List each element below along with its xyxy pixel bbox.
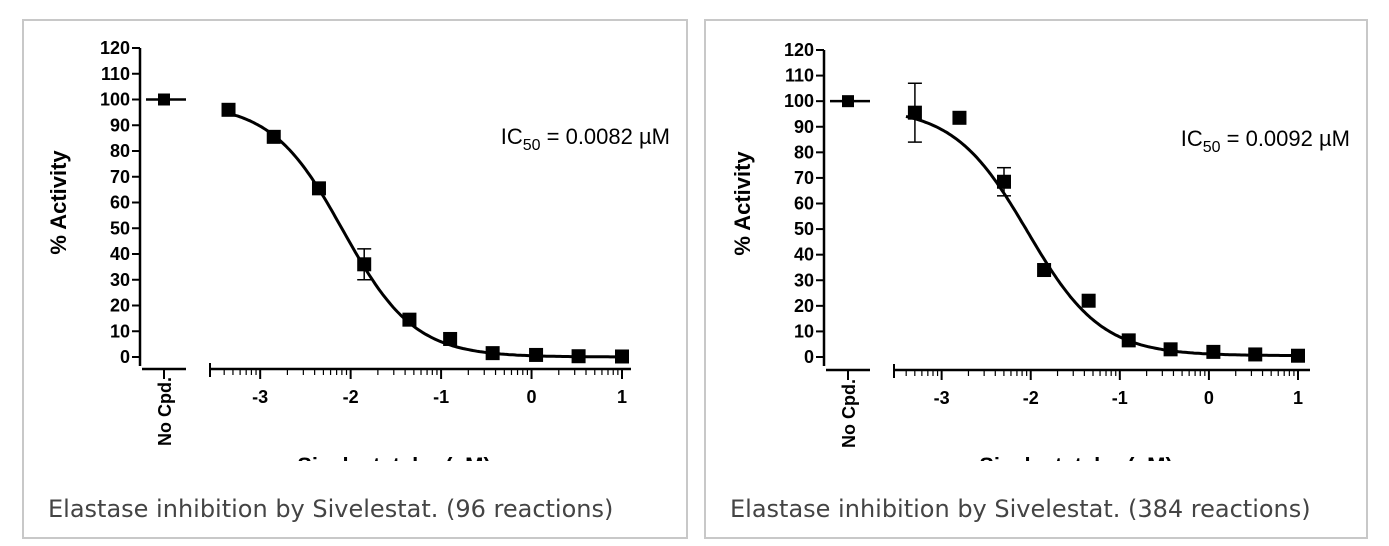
data-point xyxy=(1121,333,1136,348)
x-tick-label: -1 xyxy=(433,387,449,407)
data-point xyxy=(1291,348,1305,363)
chart-caption: Elastase inhibition by Sivelestat. (96 r… xyxy=(48,495,614,523)
y-tick-label: 70 xyxy=(794,168,814,188)
x-tick-label: 1 xyxy=(1293,388,1303,408)
x-tick-label: -2 xyxy=(1023,388,1039,408)
y-tick-label: 30 xyxy=(794,270,814,290)
y-tick-label: 110 xyxy=(785,66,814,86)
data-point xyxy=(1206,344,1221,359)
x-tick-label: -3 xyxy=(252,387,268,407)
y-tick-label: 50 xyxy=(794,219,814,239)
y-tick-label: 120 xyxy=(100,38,130,58)
chart-panel-right: 0 10 20 30 40 50 60 70 80 90 100 110 120% Activity No… xyxy=(704,19,1368,539)
chart-caption: Elastase inhibition by Sivelestat. (384 … xyxy=(730,495,1311,523)
y-tick-label: 90 xyxy=(110,115,130,135)
y-tick-label: 60 xyxy=(794,194,814,214)
y-tick-label: 20 xyxy=(794,296,814,316)
data-point xyxy=(1163,342,1178,357)
y-axis-label: % Activity xyxy=(46,150,71,255)
y-tick-label: 0 xyxy=(120,347,130,367)
data-point xyxy=(402,312,417,327)
data-point xyxy=(311,181,326,196)
y-tick-label: 70 xyxy=(110,167,130,187)
y-tick-label: 40 xyxy=(110,244,130,264)
data-point xyxy=(1081,293,1096,308)
x-tick-label: 1 xyxy=(617,387,627,407)
data-point xyxy=(907,105,922,120)
y-tick-label: 100 xyxy=(784,91,814,111)
data-point xyxy=(952,110,967,125)
x-tick-label: 0 xyxy=(1204,388,1214,408)
y-tick-label: 40 xyxy=(794,245,814,265)
data-point xyxy=(485,346,500,361)
data-point xyxy=(529,347,544,362)
fit-curve xyxy=(223,110,622,359)
y-tick-label: 80 xyxy=(794,142,814,162)
fit-curve xyxy=(905,114,1298,358)
data-point xyxy=(997,174,1011,189)
y-tick-label: 10 xyxy=(794,321,814,341)
y-tick-label: 30 xyxy=(110,270,130,290)
y-tick-label: 0 xyxy=(804,347,814,367)
y-tick-label: 120 xyxy=(784,40,814,60)
x-tick-label: -3 xyxy=(934,388,950,408)
x-tick-label: 0 xyxy=(527,387,537,407)
y-axis-label: % Activity xyxy=(730,151,755,256)
y-tick-label: 90 xyxy=(794,117,814,137)
data-point xyxy=(443,331,458,346)
x-tick-label: -2 xyxy=(343,387,359,407)
data-point xyxy=(357,257,372,272)
y-tick-label: 80 xyxy=(110,141,130,161)
data-point xyxy=(221,102,236,117)
y-tick-label: 10 xyxy=(110,321,130,341)
control-data-point xyxy=(842,95,854,108)
y-tick-label: 100 xyxy=(100,90,130,110)
x-tick-label: -1 xyxy=(1112,388,1128,408)
data-point xyxy=(615,349,629,364)
y-tick-label: 110 xyxy=(101,64,130,84)
chart-panel-left: 0 10 20 30 40 50 60 70 80 90 100 110 120% Activity No… xyxy=(22,19,688,539)
x-axis-label: Sivelestat, log(µM) xyxy=(979,453,1173,461)
y-tick-label: 60 xyxy=(110,193,130,213)
ic50-annotation: IC50 = 0.0082 µM xyxy=(501,124,670,154)
data-point xyxy=(1248,347,1263,362)
data-point xyxy=(266,129,281,144)
control-data-point xyxy=(158,93,170,106)
data-point xyxy=(571,349,586,364)
data-point xyxy=(1037,263,1052,278)
x-axis-label: Sivelestat, log(µM) xyxy=(297,453,491,461)
y-tick-label: 50 xyxy=(110,218,130,238)
ic50-annotation: IC50 = 0.0092 µM xyxy=(1181,126,1350,156)
control-axis-label: No Cpd. xyxy=(155,377,175,446)
control-axis-label: No Cpd. xyxy=(839,379,859,448)
y-tick-label: 20 xyxy=(110,296,130,316)
